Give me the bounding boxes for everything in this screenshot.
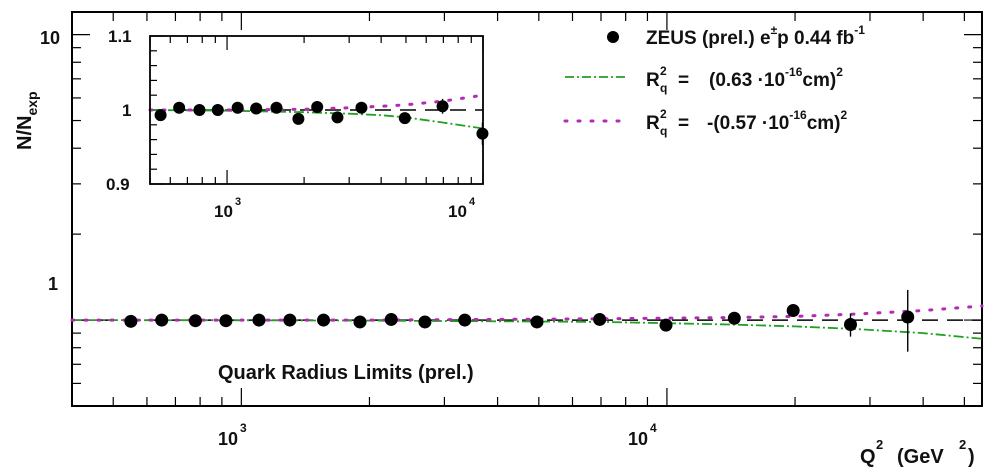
data-point: [398, 112, 411, 125]
svg-text:ZEUS (prel.) e±p 0.44 fb-1: ZEUS (prel.) e±p 0.44 fb-1: [646, 23, 865, 49]
data-point: [193, 104, 206, 116]
data-point: [355, 101, 368, 114]
data-point: [786, 304, 800, 318]
data-point: [659, 318, 673, 332]
inset-xtick-label-10000: 10 4: [448, 196, 476, 221]
main-plot: 10 1 10 3 10 4 Q 2 (GeV 2 ) N/Nexp Quark…: [14, 11, 984, 468]
inset-ytick-label-0.9: 0.9: [106, 175, 130, 194]
main-axis-ticks: [71, 12, 982, 407]
svg-text:): ): [968, 446, 975, 468]
svg-text:2: 2: [959, 437, 966, 452]
data-point: [458, 313, 472, 327]
svg-text:10: 10: [448, 202, 467, 221]
data-point: [843, 317, 857, 331]
data-point: [250, 102, 263, 115]
data-point: [311, 101, 324, 114]
data-point: [901, 310, 915, 324]
data-point: [155, 313, 169, 327]
svg-text:10: 10: [214, 202, 233, 221]
inset-ytick-label-1: 1: [122, 101, 131, 120]
svg-text:10: 10: [628, 429, 648, 449]
data-point: [353, 315, 367, 329]
svg-text:4: 4: [469, 196, 476, 208]
quark-radius-annotation: Quark Radius Limits (prel.): [218, 362, 474, 384]
legend-entry-negative-radius: R2 q = -(0.57 ·10-16cm)2: [563, 107, 848, 138]
data-point: [283, 313, 297, 327]
svg-text:Q: Q: [860, 446, 876, 468]
inset-data-points: [154, 98, 489, 145]
data-point: [384, 312, 398, 326]
data-point: [252, 313, 266, 327]
main-ytick-label-1: 1: [48, 274, 58, 294]
data-point: [231, 101, 244, 114]
legend-entry-positive-radius: R2 q = (0.63 ·10-16cm)2: [565, 64, 843, 95]
data-point: [211, 104, 224, 116]
inset-plot-frame: [149, 35, 484, 185]
x-axis-label: Q 2 (GeV 2 ): [860, 437, 975, 468]
main-ytick-label-10: 10: [40, 28, 60, 48]
legend-marker-zeus: [607, 31, 619, 43]
main-plot-frame: [71, 11, 983, 407]
data-point: [530, 315, 544, 329]
data-point: [219, 314, 233, 328]
legend-entry-zeus-data: ZEUS (prel.) e±p 0.44 fb-1: [607, 23, 865, 49]
main-xtick-label-10000: 10 4: [628, 421, 657, 449]
svg-text:3: 3: [240, 421, 247, 435]
curve-negative-radius: [70, 304, 984, 322]
data-point: [154, 109, 167, 122]
svg-text:10: 10: [218, 429, 238, 449]
svg-text:4: 4: [650, 421, 657, 435]
main-xtick-label-1000: 10 3: [218, 421, 247, 449]
inset-ytick-label-1.1: 1.1: [108, 27, 132, 46]
data-point: [124, 314, 138, 328]
legend: ZEUS (prel.) e±p 0.44 fb-1 R2 q = (0.63 ·10…: [563, 23, 865, 138]
svg-text:N/Nexp: N/Nexp: [14, 91, 40, 150]
data-point: [317, 313, 331, 327]
data-point: [593, 312, 607, 326]
data-point: [173, 101, 186, 114]
svg-text:R2q=-(0.57 ·10-16cm)2: R2 q = -(0.57 ·10-16cm)2: [646, 107, 848, 138]
inset-plot: 1.1 1 0.9 10 3 10 4: [106, 27, 489, 221]
inset-xtick-label-1000: 10 3: [214, 196, 241, 221]
svg-text:(GeV: (GeV: [897, 446, 944, 468]
data-point: [331, 111, 344, 124]
svg-text:R2q=(0.63 ·10-16cm)2: R2 q = (0.63 ·10-16cm)2: [646, 64, 843, 95]
data-point: [418, 315, 432, 329]
data-point: [292, 112, 305, 125]
main-data-points: [124, 289, 915, 352]
data-point: [270, 101, 283, 114]
data-point: [436, 100, 449, 113]
svg-text:2: 2: [876, 437, 883, 452]
svg-text:3: 3: [235, 196, 241, 208]
data-point: [188, 314, 202, 328]
y-axis-label: N/Nexp: [14, 91, 40, 150]
data-point: [727, 311, 741, 325]
